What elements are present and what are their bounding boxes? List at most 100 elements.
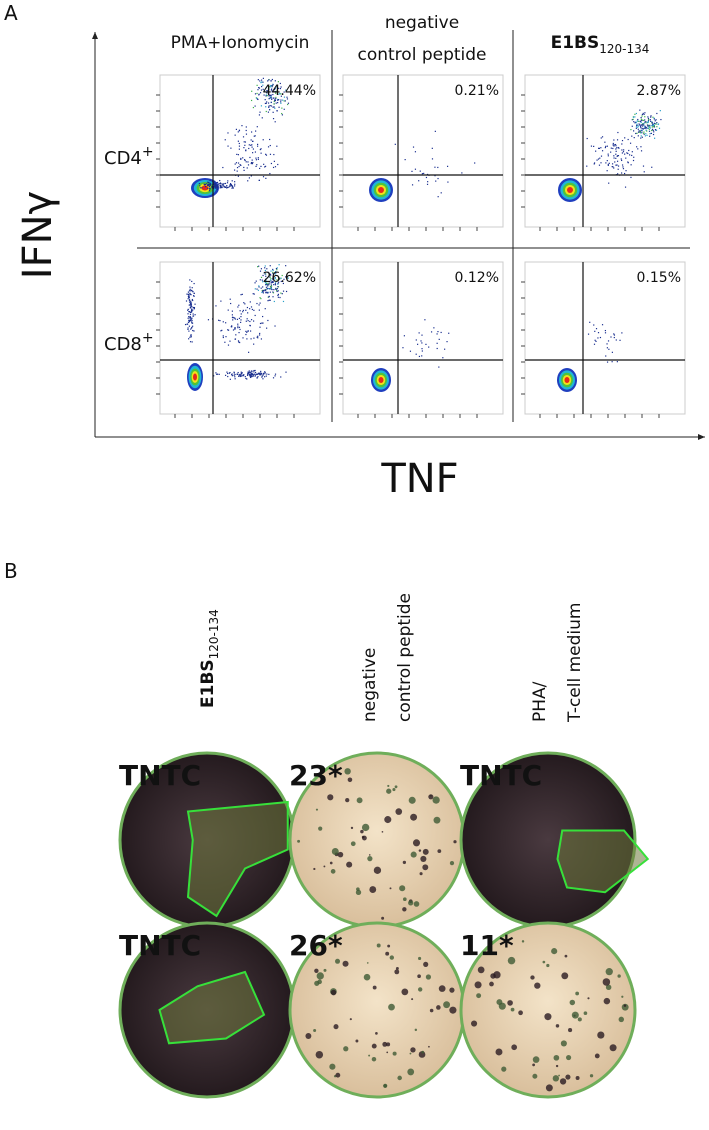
spot bbox=[474, 981, 482, 989]
event-dot bbox=[262, 139, 264, 141]
event-dot bbox=[279, 278, 281, 280]
event-dot bbox=[243, 159, 246, 161]
event-dot bbox=[252, 152, 254, 154]
event-dot bbox=[267, 102, 270, 104]
event-dot bbox=[434, 175, 436, 177]
event-dot bbox=[248, 144, 250, 146]
event-dot bbox=[262, 374, 264, 376]
spot bbox=[429, 1008, 434, 1013]
event-dot bbox=[613, 139, 615, 141]
event-dot bbox=[273, 103, 275, 105]
event-dot bbox=[247, 164, 250, 166]
event-dot bbox=[437, 166, 439, 169]
event-dot bbox=[648, 128, 650, 130]
event-dot bbox=[276, 288, 279, 290]
event-dot bbox=[631, 125, 633, 127]
event-dot bbox=[652, 133, 655, 136]
event-dot bbox=[267, 300, 269, 302]
event-dot bbox=[263, 90, 266, 92]
event-dot bbox=[190, 305, 192, 307]
event-dot bbox=[265, 284, 267, 286]
spot bbox=[419, 872, 423, 876]
event-dot bbox=[415, 353, 417, 355]
event-dot bbox=[270, 287, 273, 290]
event-dot bbox=[272, 268, 274, 271]
event-dot bbox=[625, 170, 627, 172]
event-dot bbox=[233, 169, 236, 171]
event-dot bbox=[190, 305, 192, 307]
event-dot bbox=[647, 120, 650, 123]
spot-region bbox=[556, 829, 650, 894]
event-dot bbox=[190, 335, 192, 337]
event-dot bbox=[262, 286, 264, 288]
event-dot bbox=[655, 119, 657, 121]
event-dot bbox=[635, 132, 637, 135]
panel-label: B bbox=[4, 559, 18, 583]
event-dot bbox=[253, 373, 255, 375]
spot bbox=[386, 1042, 391, 1047]
event-dot bbox=[189, 319, 191, 322]
spot bbox=[413, 901, 420, 907]
event-dot bbox=[596, 159, 598, 161]
event-dot bbox=[644, 126, 647, 128]
event-dot bbox=[601, 136, 604, 138]
event-dot bbox=[244, 144, 246, 146]
spot bbox=[337, 851, 344, 858]
event-dot bbox=[620, 158, 622, 160]
event-dot bbox=[242, 337, 244, 339]
event-dot bbox=[259, 326, 261, 328]
event-dot bbox=[646, 130, 648, 132]
row-label-text: CD4 bbox=[104, 148, 142, 169]
event-dot bbox=[276, 279, 278, 281]
event-dot bbox=[216, 373, 219, 375]
spot bbox=[323, 865, 326, 868]
event-dot bbox=[421, 348, 423, 350]
event-dot bbox=[254, 371, 257, 374]
event-dot bbox=[632, 118, 634, 120]
event-dot bbox=[189, 313, 192, 315]
spot-count: 11* bbox=[460, 929, 514, 962]
event-dot bbox=[278, 106, 280, 108]
event-dot bbox=[250, 161, 253, 164]
event-dot bbox=[256, 126, 258, 128]
spot bbox=[417, 974, 421, 979]
spot bbox=[343, 1046, 349, 1052]
event-dot bbox=[649, 127, 651, 129]
event-dot bbox=[220, 186, 222, 188]
event-dot bbox=[234, 327, 236, 329]
event-dot bbox=[235, 334, 237, 336]
event-dot bbox=[593, 324, 595, 326]
event-dot bbox=[189, 341, 192, 343]
event-dot bbox=[277, 293, 280, 296]
event-dot bbox=[191, 322, 193, 324]
event-dot bbox=[265, 154, 268, 156]
spot bbox=[410, 851, 417, 858]
event-dot bbox=[266, 373, 268, 375]
event-dot bbox=[192, 299, 194, 302]
event-dot bbox=[247, 312, 249, 314]
spot bbox=[381, 916, 385, 920]
event-dot bbox=[231, 180, 233, 182]
event-dot bbox=[227, 180, 229, 182]
spot bbox=[495, 1048, 503, 1056]
event-dot bbox=[238, 326, 241, 328]
event-dot bbox=[274, 282, 277, 284]
event-dot bbox=[437, 331, 439, 333]
event-dot bbox=[653, 131, 655, 133]
event-dot bbox=[259, 302, 261, 304]
event-dot bbox=[229, 185, 231, 187]
event-dot bbox=[267, 292, 269, 294]
event-dot bbox=[248, 373, 250, 375]
event-dot bbox=[250, 319, 253, 321]
event-dot bbox=[225, 336, 227, 338]
event-dot bbox=[272, 271, 274, 273]
event-dot bbox=[266, 288, 268, 290]
event-dot bbox=[260, 165, 262, 168]
event-dot bbox=[284, 100, 286, 102]
event-dot bbox=[394, 143, 396, 145]
event-dot bbox=[652, 124, 654, 126]
event-dot bbox=[221, 183, 223, 185]
event-dot bbox=[256, 377, 258, 379]
spot bbox=[345, 797, 350, 803]
spot bbox=[329, 861, 333, 865]
